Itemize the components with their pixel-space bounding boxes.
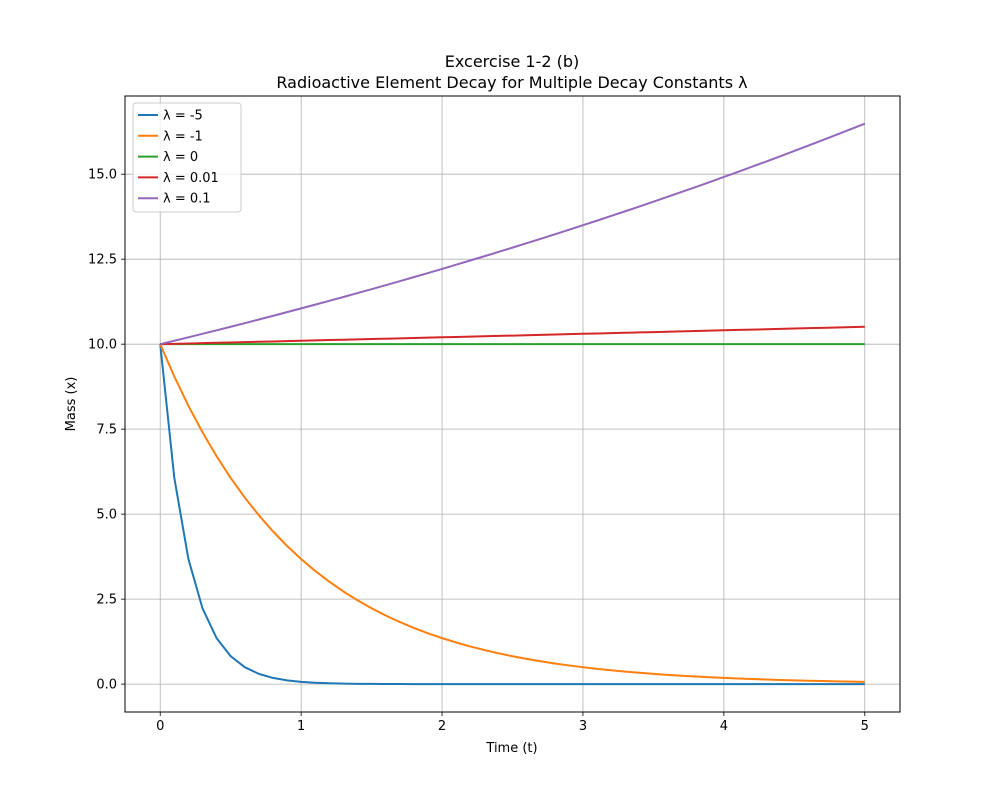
axis-ticks: 0 1 2 3 4 5 0.0 2.5 5.0 7.5 10.0 12.5 15.0 <box>88 168 869 734</box>
x-tick-label: 0 <box>156 719 164 734</box>
legend-label: λ = 0 <box>163 150 198 165</box>
series-line-1 <box>159 343 865 683</box>
legend-label: λ = 0.01 <box>163 171 219 186</box>
y-tick-label: 12.5 <box>88 253 117 268</box>
x-tick-label: 4 <box>720 719 728 734</box>
legend: λ = -5 λ = -1 λ = 0 λ = 0.01 λ = 0.1 <box>132 102 242 213</box>
chart-title: Excercise 1-2 (b) <box>445 52 580 71</box>
y-tick-label: 0.0 <box>96 678 117 693</box>
y-axis-label: Mass (x) <box>64 377 79 432</box>
y-tick-label: 10.0 <box>88 338 117 353</box>
series-line-3 <box>160 325 865 346</box>
y-tick-label: 7.5 <box>96 423 117 438</box>
chart-subtitle: Radioactive Element Decay for Multiple D… <box>276 73 747 92</box>
y-tick-label: 2.5 <box>96 593 117 608</box>
legend-box <box>132 102 242 213</box>
series-line-0 <box>159 344 865 686</box>
x-axis-label: Time (t) <box>485 741 537 756</box>
legend-label: λ = -5 <box>163 109 203 124</box>
series-lines <box>159 122 866 686</box>
plot-frame <box>124 95 901 713</box>
y-tick-label: 5.0 <box>96 508 117 523</box>
x-tick-label: 5 <box>861 719 869 734</box>
x-tick-label: 1 <box>297 719 305 734</box>
y-tick-label: 15.0 <box>88 168 117 183</box>
legend-label: λ = -1 <box>163 129 203 144</box>
x-tick-label: 2 <box>438 719 446 734</box>
legend-label: λ = 0.1 <box>163 192 211 207</box>
series-line-4 <box>159 122 866 346</box>
x-tick-label: 3 <box>579 719 587 734</box>
